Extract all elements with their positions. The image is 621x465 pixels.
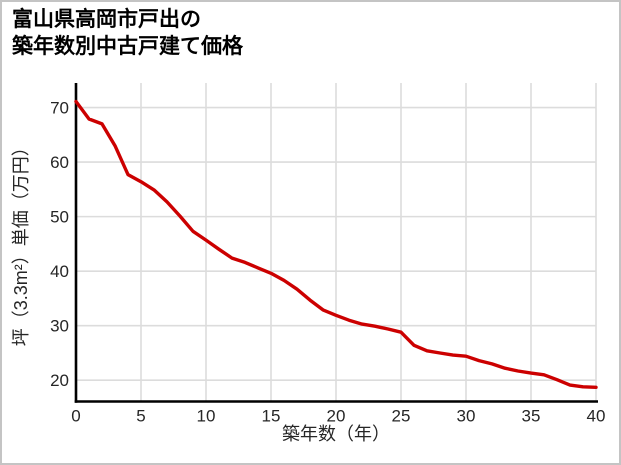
- axes: [74, 83, 598, 403]
- y-tick-label: 20: [50, 371, 69, 390]
- x-tick-label: 35: [522, 407, 541, 426]
- x-tick-label: 20: [327, 407, 346, 426]
- x-tick-label: 15: [262, 407, 281, 426]
- y-tick-label: 50: [50, 208, 69, 227]
- x-tick-label: 0: [71, 407, 80, 426]
- y-tick-label: 60: [50, 153, 69, 172]
- price-line: [74, 99, 598, 389]
- chart-title-line1: 富山県高岡市戸出の: [12, 8, 201, 31]
- tick-labels: 0 5 10 15 20 25 30 35 40 20 30 40 50 60 70: [50, 99, 605, 426]
- x-axis-label: 築年数（年）: [282, 424, 390, 444]
- y-axis-label: 坪（3.3m²）単価（万円）: [11, 138, 31, 346]
- x-tick-label: 10: [197, 407, 216, 426]
- x-tick-label: 40: [587, 407, 606, 426]
- grid-lines: [76, 83, 597, 402]
- x-tick-label: 25: [392, 407, 411, 426]
- chart-title: 富山県高岡市戸出の 築年数別中古戸建て価格: [12, 6, 243, 60]
- x-tick-label: 30: [457, 407, 476, 426]
- y-tick-label: 70: [50, 99, 69, 118]
- y-tick-label: 30: [50, 317, 69, 336]
- y-tick-label: 40: [50, 262, 69, 281]
- x-tick-label: 5: [136, 407, 145, 426]
- data-series: [74, 99, 598, 389]
- chart-title-line2: 築年数別中古戸建て価格: [12, 35, 243, 58]
